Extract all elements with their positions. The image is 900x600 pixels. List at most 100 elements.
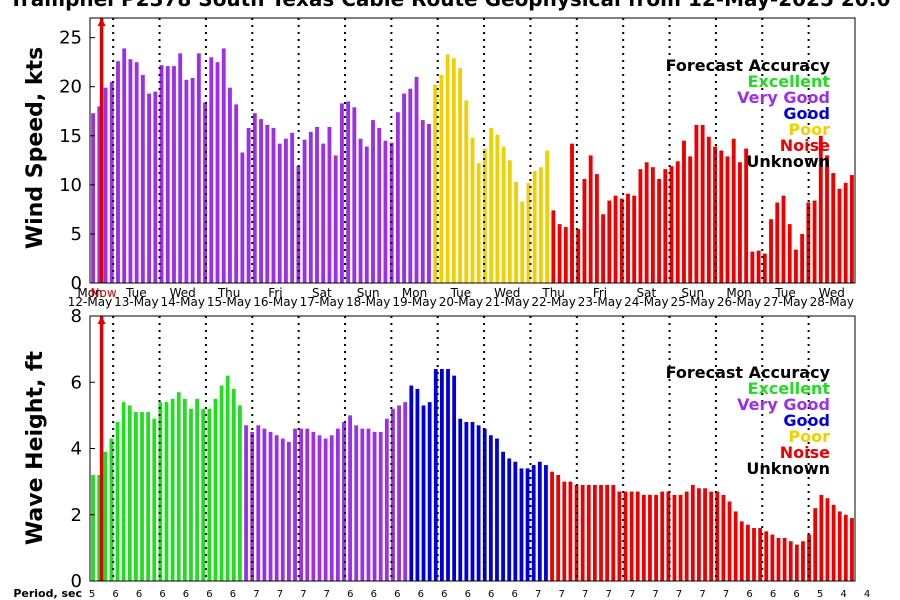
wind-bar <box>613 195 618 283</box>
wind-bar <box>781 195 786 283</box>
day-name-label: Sun <box>681 286 704 300</box>
wind-bar <box>240 152 245 283</box>
wind-bar <box>538 167 543 283</box>
wave-bar <box>109 438 114 581</box>
wave-bar <box>507 458 512 581</box>
wind-bar <box>762 253 767 283</box>
wind-bar <box>445 54 450 284</box>
wave-bar <box>323 438 328 581</box>
wave-y-tick-label: 8 <box>71 306 82 327</box>
wind-y-tick-label: 15 <box>59 126 82 147</box>
period-value: 6 <box>512 589 518 600</box>
wind-y-tick-label: 20 <box>59 77 82 98</box>
wind-bar <box>619 198 624 283</box>
wind-bar <box>277 143 282 283</box>
wind-bar <box>228 87 232 283</box>
wave-bar <box>709 491 714 581</box>
wave-bar <box>452 375 457 582</box>
wind-bar <box>837 188 842 283</box>
wind-bar <box>825 155 829 283</box>
wave-bar <box>360 428 365 582</box>
period-value: 6 <box>394 589 400 600</box>
wind-bar <box>209 57 214 284</box>
wind-bar <box>520 201 525 283</box>
period-value: 7 <box>277 589 283 600</box>
date-label: 21-May <box>485 295 529 309</box>
date-label: 15-May <box>207 295 251 309</box>
wave-bar <box>482 428 487 582</box>
date-label: 24-May <box>624 295 668 309</box>
wind-bar <box>290 132 295 283</box>
wind-y-tick-label: 5 <box>71 224 82 245</box>
day-name-label: Thu <box>541 286 565 300</box>
wind-bar <box>632 195 637 283</box>
wave-bar <box>231 388 236 582</box>
period-value: 6 <box>206 589 212 600</box>
wind-bar <box>153 91 158 283</box>
legend-title: Forecast Accuracy <box>666 363 831 382</box>
wind-bar <box>103 87 108 283</box>
wave-bar <box>348 415 352 582</box>
wave-bar <box>825 498 830 581</box>
wave-bar <box>91 475 95 581</box>
wind-bar <box>719 150 724 283</box>
wave-bar <box>617 491 622 581</box>
wave-bar <box>421 405 426 581</box>
date-label: 19-May <box>392 295 436 309</box>
day-name-label: Tue <box>450 286 472 300</box>
chart-title: Tramphel P2378 South Texas Cable Route G… <box>9 0 890 11</box>
wave-bar <box>660 491 665 581</box>
wave-bar <box>329 435 334 581</box>
wave-bar <box>813 508 818 582</box>
wave-bar <box>531 465 536 581</box>
wind-bar <box>190 77 195 284</box>
wind-bar <box>147 93 152 283</box>
wind-bar <box>594 174 599 283</box>
wave-bar <box>121 402 126 582</box>
wind-bar <box>371 120 375 283</box>
period-value: 7 <box>699 589 705 600</box>
wind-bar <box>215 62 220 283</box>
wave-bar <box>831 504 836 581</box>
wind-bar <box>576 229 581 283</box>
day-name-label: Mon <box>402 286 427 300</box>
wind-bar <box>663 169 668 283</box>
wave-bar <box>201 408 206 581</box>
wave-bar <box>299 428 304 582</box>
legend-item: Good <box>783 411 830 430</box>
wave-bar <box>807 534 811 582</box>
date-label: 13-May <box>114 295 158 309</box>
wind-bar <box>501 146 506 283</box>
wave-bar <box>317 435 322 581</box>
wave-bar <box>556 475 561 581</box>
legend-item: Poor <box>788 120 830 139</box>
wind-bar <box>626 193 630 283</box>
wind-bar <box>793 249 798 283</box>
date-label: 16-May <box>253 295 297 309</box>
wave-bar <box>635 491 640 581</box>
wave-y-tick-label: 2 <box>71 505 82 526</box>
wave-bar <box>495 438 499 581</box>
wave-bar <box>176 392 181 581</box>
wave-bar <box>207 408 212 581</box>
wind-bar <box>607 200 612 283</box>
wind-bar <box>657 178 662 283</box>
wave-bar <box>170 398 175 581</box>
wave-bar <box>562 481 567 582</box>
wind-bar <box>688 156 693 283</box>
wave-bar <box>342 422 346 581</box>
wind-bar <box>339 103 344 283</box>
day-name-label: Tue <box>125 286 147 300</box>
wave-bar <box>238 405 242 581</box>
wave-bar <box>213 398 218 581</box>
wind-bar <box>812 200 817 283</box>
date-label: 20-May <box>439 295 483 309</box>
period-value: 7 <box>253 589 259 600</box>
wave-bar <box>850 518 854 581</box>
wave-bar <box>391 408 395 581</box>
wind-y-tick-label: 25 <box>59 28 82 49</box>
wave-bar <box>311 431 316 581</box>
wave-bar <box>739 521 744 582</box>
wind-bar <box>259 119 263 283</box>
